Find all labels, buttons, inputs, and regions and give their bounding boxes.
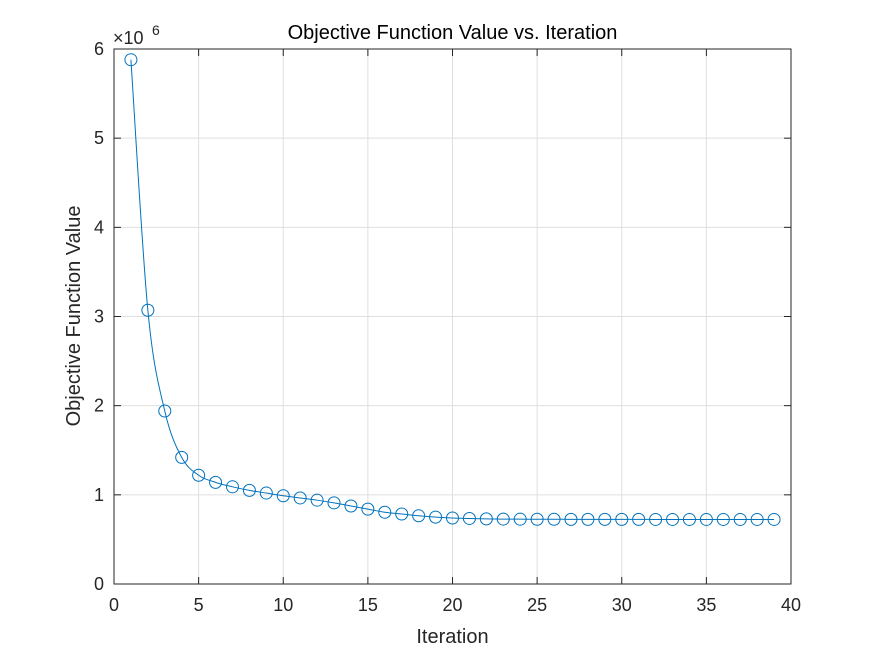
x-tick-label: 15 xyxy=(358,595,378,615)
data-point-marker xyxy=(412,509,426,523)
data-point-marker xyxy=(276,489,290,503)
data-point-marker xyxy=(378,505,392,519)
data-point-marker xyxy=(310,493,324,507)
data-point-marker xyxy=(716,512,730,526)
data-point-marker xyxy=(733,512,747,526)
x-axis-label: Iteration xyxy=(416,626,488,648)
data-point-marker xyxy=(124,53,138,67)
data-point-marker xyxy=(446,511,459,525)
data-point-marker xyxy=(429,510,443,524)
x-tick-label: 5 xyxy=(194,595,204,615)
data-point-marker xyxy=(225,480,239,494)
y-tick-label: 2 xyxy=(94,396,104,416)
x-tick-label: 30 xyxy=(612,595,632,615)
data-point-marker xyxy=(192,468,206,482)
multiplier-exponent: 6 xyxy=(152,22,160,38)
y-tick-label: 6 xyxy=(94,39,104,59)
y-tick-label: 1 xyxy=(94,485,104,505)
data-point-marker xyxy=(530,512,544,526)
grid xyxy=(114,49,791,584)
data-point-marker xyxy=(361,502,375,516)
data-point-marker xyxy=(344,499,358,513)
data-point-marker xyxy=(598,512,612,526)
data-point-marker xyxy=(158,404,172,418)
data-point-marker xyxy=(649,512,663,526)
x-tick-label: 0 xyxy=(109,595,119,615)
data-point-marker xyxy=(395,507,409,521)
multiplier-base: ×10 xyxy=(113,28,144,48)
y-tick-label: 4 xyxy=(94,217,104,237)
data-point-marker xyxy=(767,512,781,526)
tick-labels: 0 5 10 15 20 25 30 35 40 0 1 2 3 4 5 6 xyxy=(94,39,801,615)
data-point-marker xyxy=(632,512,646,526)
data-point-marker xyxy=(293,491,307,505)
data-point-marker xyxy=(615,512,629,526)
x-tick-label: 25 xyxy=(527,595,547,615)
data-point-marker xyxy=(259,486,273,500)
data-point-marker xyxy=(750,512,764,526)
x-tick-label: 40 xyxy=(781,595,801,615)
data-point-marker xyxy=(682,512,696,526)
x-tick-label: 35 xyxy=(696,595,716,615)
x-tick-label: 20 xyxy=(442,595,462,615)
series-line xyxy=(130,59,775,520)
data-point-marker xyxy=(496,512,510,526)
y-axis-label: Objective Function Value xyxy=(63,206,85,427)
data-point-marker xyxy=(513,512,527,526)
y-tick-label: 3 xyxy=(94,307,104,327)
axes xyxy=(113,48,792,585)
data-point-marker xyxy=(581,512,595,526)
data-point-marker xyxy=(175,450,189,464)
y-tick-label: 5 xyxy=(94,128,104,148)
data-point-marker xyxy=(547,512,561,526)
data-point-marker xyxy=(209,475,223,489)
data-point-marker xyxy=(699,512,713,526)
data-point-marker xyxy=(666,512,680,526)
data-point-marker xyxy=(141,303,155,317)
chart-title: Objective Function Value vs. Iteration xyxy=(288,22,618,44)
data-point-marker xyxy=(327,496,341,510)
data-point-marker xyxy=(564,512,578,526)
y-tick-label: 0 xyxy=(94,574,104,594)
data-point-marker xyxy=(479,512,493,526)
series xyxy=(124,53,781,526)
x-tick-label: 10 xyxy=(273,595,293,615)
data-point-marker xyxy=(462,511,476,525)
data-point-marker xyxy=(242,483,256,497)
y-axis-multiplier: ×10 6 xyxy=(113,22,160,48)
